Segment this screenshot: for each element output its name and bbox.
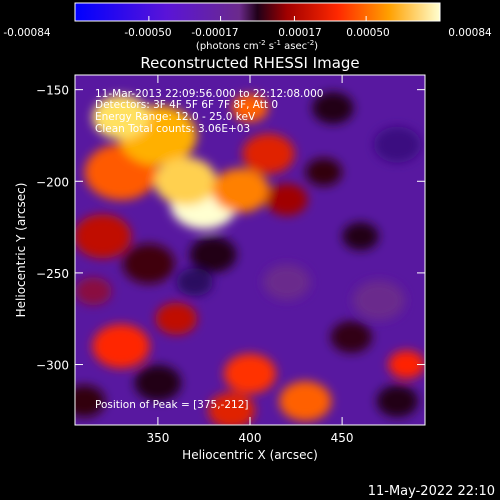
heatmap-region — [231, 93, 269, 122]
footer-timestamp: 11-May-2022 22:10 — [368, 484, 495, 499]
x-axis-label: Heliocentric X (arcsec) — [182, 448, 318, 462]
heatmap-region — [388, 350, 425, 379]
heatmap-region — [376, 385, 419, 418]
chart-title: Reconstructed RHESSI Image — [140, 54, 359, 72]
heatmap-region — [92, 95, 150, 140]
y-tick-label: −300 — [36, 359, 69, 373]
annotation-energy: Energy Range: 12.0 - 25.0 keV — [95, 111, 256, 123]
colorbar-tick-label: -0.00050 — [124, 27, 171, 39]
annotations: 11-Mar-2013 22:09:56.000 to 22:12:08.000… — [95, 88, 323, 411]
x-tick-label: 350 — [146, 431, 169, 445]
colorbar-tick-labels: -0.00084 -0.00050 -0.00017 0.00017 0.000… — [3, 27, 492, 39]
heatmap-region — [189, 236, 237, 273]
heatmap-region — [224, 353, 276, 394]
annotation-clean: Clean Total counts: 3.06E+03 — [95, 123, 250, 135]
colorbar-tick-label: 0.00084 — [448, 27, 492, 39]
heatmap-region — [330, 321, 373, 354]
annotation-detectors: Detectors: 3F 4F 5F 6F 7F 8F, Att 0 — [95, 99, 278, 111]
axes: 350 400 450 −150 −200 −250 −300 — [36, 75, 425, 445]
heatmap-region — [208, 392, 255, 425]
y-tick-label: −250 — [36, 267, 69, 281]
heatmap-region — [154, 157, 217, 206]
y-tick-label: −150 — [36, 84, 69, 98]
colorbar-tick-label: 0.00050 — [346, 27, 389, 39]
heatmap-region — [263, 264, 311, 301]
heatmap-region — [122, 243, 175, 284]
heatmap-region — [312, 91, 354, 124]
heatmap-region — [155, 302, 198, 335]
heatmap-region — [75, 277, 112, 306]
y-tick-label: −200 — [36, 175, 69, 189]
heatmap-region — [266, 183, 308, 216]
annotation-time: 11-Mar-2013 22:09:56.000 to 22:12:08.000 — [95, 88, 323, 100]
heatmap-region — [75, 385, 106, 418]
heatmap-region — [134, 364, 182, 401]
heatmap-region — [176, 268, 213, 297]
heatmap-region — [75, 214, 132, 259]
heatmap-image — [75, 75, 425, 425]
peak-position-label: Position of Peak = [375,-212] — [95, 399, 249, 411]
heatmap-region — [342, 222, 379, 251]
colorbar-units: (photons cm-2 s-1 asec-2) — [196, 39, 318, 52]
y-axis-label: Heliocentric Y (arcsec) — [14, 183, 28, 318]
heatmap-region — [92, 324, 150, 369]
heatmap-region — [242, 133, 295, 174]
heatmap-region — [373, 126, 421, 163]
heatmap-region — [352, 280, 405, 321]
colorbar-ticks — [74, 16, 441, 21]
heatmap-region — [279, 381, 332, 422]
x-tick-label: 450 — [331, 431, 354, 445]
colorbar-tick-label: 0.00017 — [278, 27, 321, 39]
heatmap-region — [212, 168, 270, 213]
colorbar-tick-label: -0.00017 — [191, 27, 238, 39]
x-tick-label: 400 — [239, 431, 262, 445]
heatmap-region — [305, 158, 342, 187]
colorbar — [74, 2, 441, 22]
colorbar-tick-label: -0.00084 — [3, 27, 51, 39]
